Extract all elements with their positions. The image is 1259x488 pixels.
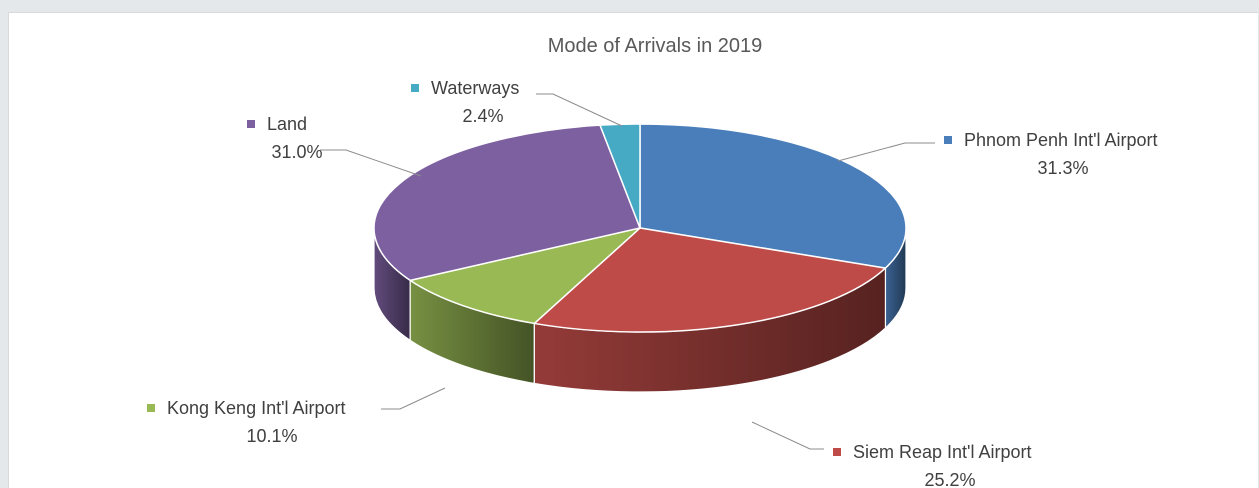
slice-name: Siem Reap Int'l Airport (853, 442, 1032, 462)
legend-key-icon (944, 136, 952, 144)
pie-slice-1[interactable] (533, 227, 887, 333)
pie-slice-3[interactable] (373, 124, 641, 282)
leader-line (320, 149, 422, 177)
leader-line (837, 142, 935, 162)
slice-value: 25.2% (924, 470, 975, 488)
slice-label-3: Land 31.0% (247, 114, 422, 177)
leader-line (381, 387, 446, 410)
slice-label-0: Phnom Penh Int'l Airport 31.3% (837, 130, 1158, 178)
leader-line (536, 93, 623, 127)
legend-key-icon (247, 120, 255, 128)
pie-slice-4[interactable] (599, 123, 641, 229)
slice-name: Kong Keng Int'l Airport (167, 398, 346, 418)
slice-value: 10.1% (246, 426, 297, 446)
legend-key-icon (411, 84, 419, 92)
pie-layer (373, 123, 907, 393)
pie-slice-2[interactable] (409, 227, 641, 325)
legend-key-icon (833, 448, 841, 456)
slice-value: 31.3% (1037, 158, 1088, 178)
slice-label-2: Kong Keng Int'l Airport 10.1% (147, 387, 446, 446)
chart-title: Mode of Arrivals in 2019 (548, 35, 763, 57)
slice-name: Waterways (431, 78, 519, 98)
slice-value: 2.4% (462, 106, 503, 126)
slice-value: 31.0% (271, 142, 322, 162)
label-layer: Phnom Penh Int'l Airport 31.3% Siem Reap I… (147, 78, 1158, 488)
slice-label-4: Waterways 2.4% (411, 78, 623, 127)
slice-name: Phnom Penh Int'l Airport (964, 130, 1158, 150)
leader-line (751, 421, 824, 450)
slice-name: Land (267, 114, 307, 134)
slice-label-1: Siem Reap Int'l Airport 25.2% (751, 421, 1032, 488)
pie-slice-0[interactable] (639, 123, 907, 269)
legend-key-icon (147, 404, 155, 412)
